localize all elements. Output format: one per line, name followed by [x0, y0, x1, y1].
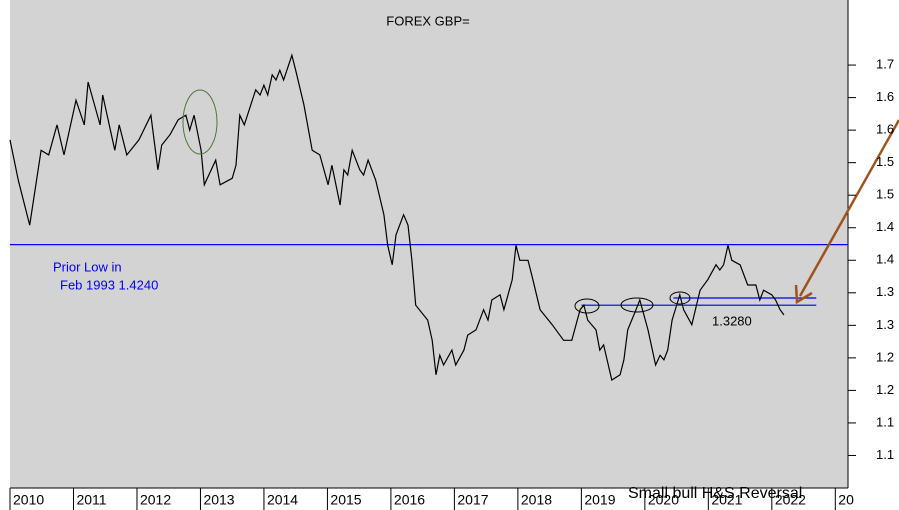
- y-tick-label: 1.2: [876, 382, 894, 397]
- head-ellipse: [620, 297, 654, 313]
- x-tick-label: 2015: [330, 492, 361, 508]
- chart-title: FOREX GBP=: [386, 13, 469, 28]
- price-line: [9, 53, 785, 381]
- x-tick-label: 20: [838, 492, 854, 508]
- shoulder-ellipse: [574, 298, 600, 314]
- x-tick-label: 2014: [267, 492, 298, 508]
- annotation: Prior Low in: [53, 259, 122, 274]
- x-tick-label: 2018: [521, 492, 552, 508]
- arrow: [798, 119, 899, 297]
- y-tick-label: 1.6: [876, 89, 894, 104]
- x-tick-label: 2013: [203, 492, 234, 508]
- highlight-ellipse: [182, 89, 218, 155]
- x-tick-label: 2022: [775, 492, 806, 508]
- y-tick-label: 1.5: [876, 154, 894, 169]
- y-tick-label: 1.4: [876, 219, 894, 234]
- x-tick-label: 2010: [13, 492, 44, 508]
- y-tick-label: 1.5: [876, 187, 894, 202]
- x-tick-label: 2020: [648, 492, 679, 508]
- shoulder-ellipse: [669, 291, 691, 305]
- y-tick-label: 1.6: [876, 122, 894, 137]
- y-tick-label: 1.1: [876, 447, 894, 462]
- x-tick-label: 2012: [140, 492, 171, 508]
- annotation: Small bull H&S Reversal: [628, 485, 802, 502]
- y-tick-label: 1.3: [876, 317, 894, 332]
- x-tick-label: 2017: [457, 492, 488, 508]
- y-tick-label: 1.3: [876, 284, 894, 299]
- y-tick-label: 1.1: [876, 414, 894, 429]
- x-tick-label: 2019: [584, 492, 615, 508]
- annotation: 1.3280: [712, 313, 752, 328]
- y-tick-label: 1.2: [876, 349, 894, 364]
- annotation: Feb 1993 1.4240: [60, 277, 158, 292]
- y-tick-label: 1.4: [876, 252, 894, 267]
- plot-area: [10, 0, 848, 488]
- arrow-head: [794, 284, 813, 305]
- x-tick-label: 2016: [394, 492, 425, 508]
- y-tick-label: 1.7: [876, 57, 894, 72]
- x-tick-label: 2011: [76, 492, 106, 508]
- x-tick-label: 2021: [711, 492, 742, 508]
